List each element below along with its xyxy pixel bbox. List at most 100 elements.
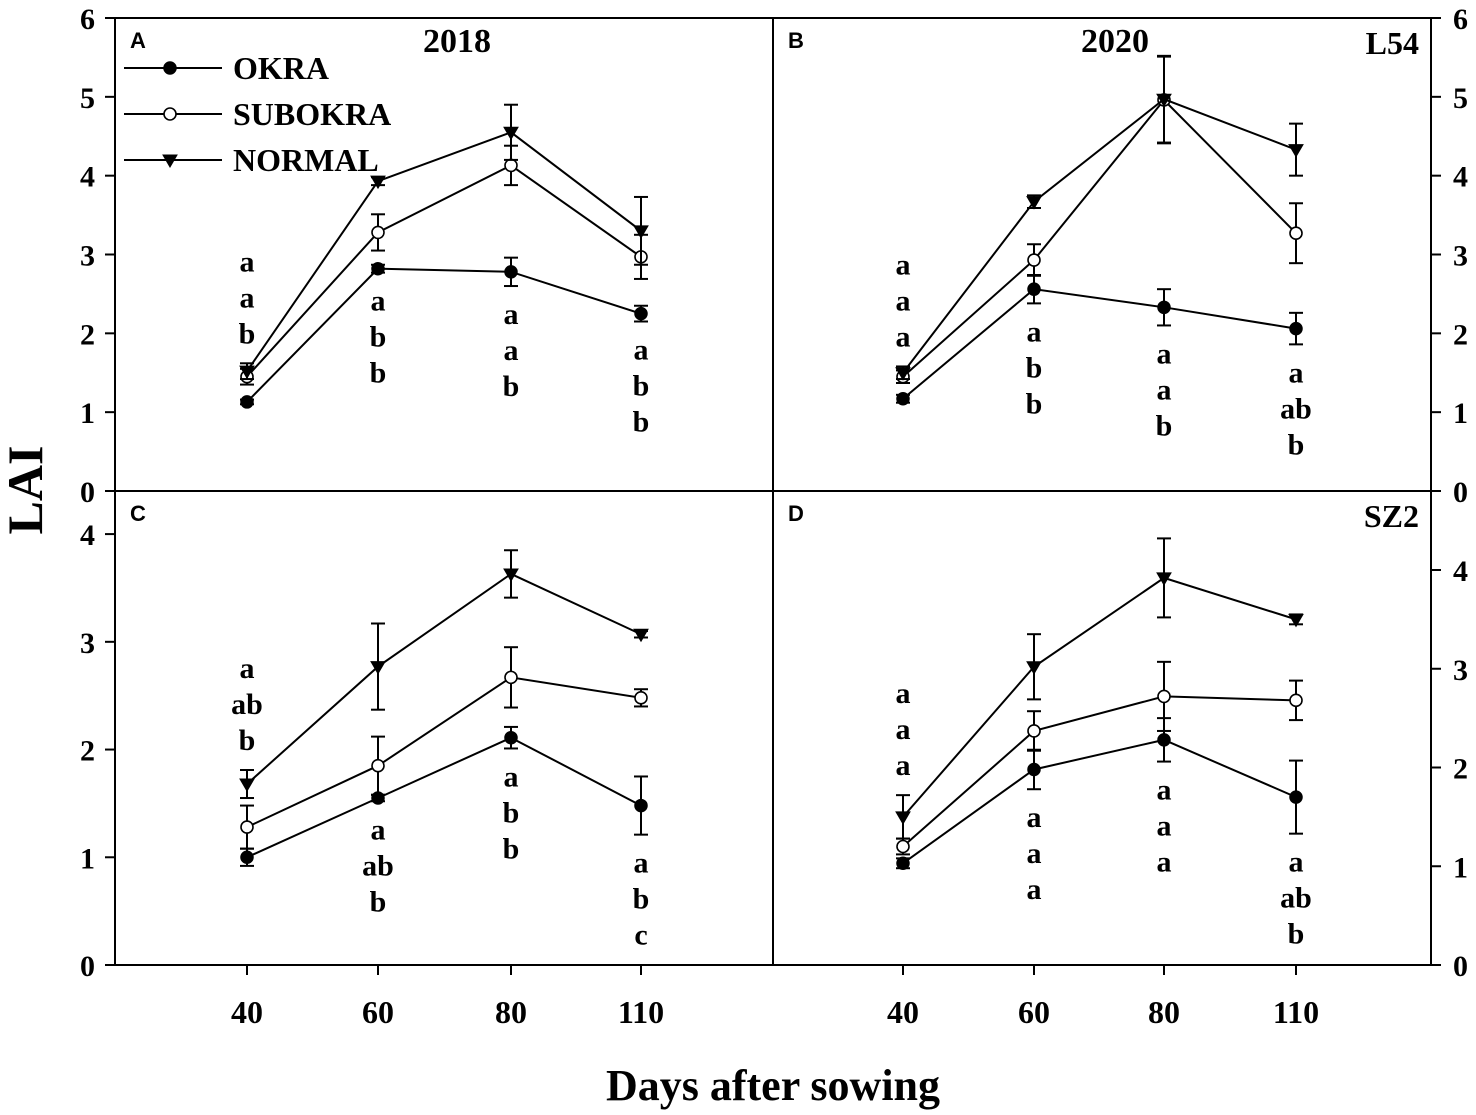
data-point [1156,93,1172,108]
x-tick-label: 40 [231,994,263,1030]
significance-letter: a [240,245,255,278]
data-point [503,568,519,582]
y-tick-label: 2 [80,735,95,768]
x-tick-label: 110 [618,994,664,1030]
significance-letter: b [1156,409,1173,442]
data-point [1289,790,1303,804]
data-point [1289,693,1303,708]
legend-label: NORMAL [233,142,379,178]
significance-letter: b [370,885,387,918]
data-point [1027,762,1041,777]
series-line [902,288,1297,400]
series-line [902,576,1297,818]
significance-letter: a [896,284,911,317]
data-point [1157,689,1171,704]
significance-letter: a [504,298,519,331]
significance-letter: a [896,248,911,281]
data-point [634,798,648,813]
legend-label: SUBOKRA [233,96,391,132]
significance-letter: a [504,760,519,793]
y-tick-label: 4 [1453,555,1468,588]
y-tick-label: 0 [1453,476,1468,509]
legend-label: OKRA [233,50,329,86]
significance-letter: a [1027,837,1042,870]
shared-x-axis: 40 60 80 110 40 60 80 110 [231,965,1319,1030]
series-line [902,98,1297,374]
significance-letter: b [370,357,387,390]
y-tick-label: 2 [80,318,95,351]
x-tick-label: 80 [1148,994,1180,1030]
significance-letter: a [634,334,649,367]
panel-letter: B [788,28,804,53]
y-tick-label: 3 [80,240,95,273]
significance-letter: ab [231,688,263,721]
y-tick-label: 4 [80,161,95,194]
y-tick-label: 1 [80,842,95,875]
data-point [896,392,910,406]
significance-letter: a [896,320,911,353]
data-point [1026,661,1042,675]
significance-letter: b [633,883,650,916]
legend-marker [163,107,177,121]
x-tick-label: 60 [362,994,394,1030]
series-okra [896,273,1303,406]
legend: OKRA SUBOKRA NORMAL [124,50,391,178]
series-line [246,131,642,372]
cultivar-label: L54 [1366,25,1419,61]
significance-letter: b [503,370,520,403]
significance-letter: b [633,406,650,439]
y-tick-label: 2 [1453,753,1468,786]
legend-marker [162,154,178,168]
series-line [902,738,1297,865]
data-point [371,758,385,773]
series-line [902,98,1297,378]
significance-letter: b [503,832,520,865]
cultivar-label: SZ2 [1364,498,1419,534]
significance-letter: b [1026,351,1043,384]
y-tick-label: 1 [1453,397,1468,430]
y-axis-label: LAI [0,446,53,535]
data-point [504,670,518,685]
data-point [371,225,385,240]
data-point [1157,733,1171,747]
y-tick-label: 3 [80,627,95,660]
data-point [1288,144,1304,158]
data-point [1027,253,1041,267]
significance-letter: a [1289,846,1304,879]
significance-letter: a [240,281,255,314]
series-okra [896,717,1303,871]
series-line [246,164,642,378]
data-point [896,839,910,854]
data-point [240,850,254,865]
series-line [246,267,642,403]
panel-title: 2020 [1081,23,1149,60]
series-normal [895,537,1304,840]
y-tick-label: 4 [1453,161,1468,194]
data-point [239,365,255,380]
data-point [634,306,648,321]
data-point [1156,572,1172,586]
series-okra [240,256,648,409]
significance-letter: a [240,652,255,685]
x-tick-label: 60 [1018,994,1050,1030]
significance-letter: a [1027,315,1042,348]
legend-marker [163,61,177,75]
data-point [1027,724,1041,738]
significance-letter: a [1157,810,1172,843]
significance-letter: c [634,919,647,952]
significance-letter: a [1027,873,1042,906]
y-tick-label: 0 [80,950,95,983]
x-tick-label: 110 [1273,994,1319,1030]
series-okra [240,725,648,867]
data-point [633,628,649,643]
series-normal [239,549,649,800]
data-point [503,126,519,141]
data-point [634,691,648,705]
series-line [902,695,1297,848]
significance-letter: b [633,370,650,403]
data-point [371,261,385,276]
significance-letter: a [371,285,386,318]
